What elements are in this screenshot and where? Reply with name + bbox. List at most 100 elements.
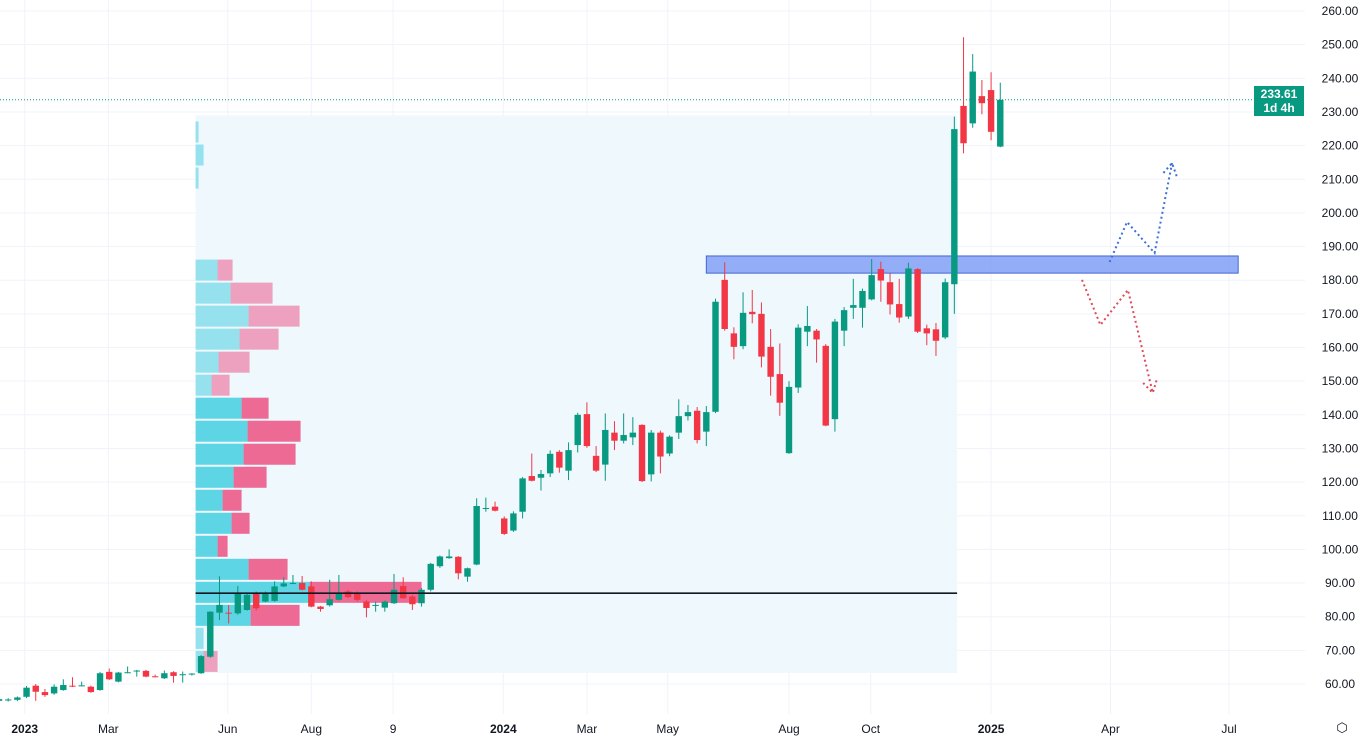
x-tick-label: Jul (1221, 722, 1236, 736)
candle-up (381, 600, 389, 612)
candle-down (69, 677, 76, 688)
candle-body (4, 699, 12, 701)
candle-up (804, 306, 811, 347)
candle-up (519, 477, 526, 519)
candle-down (344, 589, 352, 599)
profile-bar-up (195, 121, 199, 143)
candle-body (675, 416, 682, 433)
candle-body (344, 591, 352, 598)
candle-body (813, 330, 820, 340)
candle-body (207, 611, 214, 657)
profile-bar-down (247, 420, 301, 442)
candle-up (188, 673, 196, 676)
x-tick-label: Oct (861, 722, 880, 736)
candle-body (289, 583, 297, 585)
candle-body (905, 268, 912, 317)
candle-up (574, 412, 581, 453)
candle-body (519, 478, 526, 512)
y-tick-label: 70.00 (1325, 643, 1355, 657)
resistance-zone[interactable] (705, 255, 1239, 274)
candle-body (106, 671, 113, 680)
y-tick-label: 230.00 (1322, 105, 1359, 119)
candle-down (767, 328, 774, 396)
candle-body (932, 329, 940, 341)
candle-up (78, 681, 85, 687)
candle-up (703, 406, 710, 447)
candle-body (730, 333, 738, 347)
candle-body (133, 670, 140, 672)
candle-body (997, 99, 1004, 147)
candle-body (14, 697, 21, 700)
candle-body (620, 434, 627, 441)
candle-up (546, 450, 554, 478)
candle-down (253, 591, 260, 611)
y-tick-label: 220.00 (1322, 139, 1359, 153)
candle-body (822, 345, 829, 426)
profile-bar-down (243, 443, 296, 465)
candle-up (124, 666, 131, 674)
profile-bar-down (211, 374, 230, 396)
candle-up (179, 671, 186, 683)
candle-body (87, 686, 95, 693)
profile-bar-up (195, 397, 242, 419)
candle-down (822, 344, 829, 427)
candle-body (712, 301, 719, 412)
candle-up (161, 670, 168, 679)
candle-body (455, 556, 462, 574)
candle-down (87, 685, 95, 693)
resistance-zone-rect (705, 255, 1239, 274)
candle-body (409, 596, 416, 605)
candle-body (354, 593, 361, 600)
x-tick-label: 2025 (978, 722, 1005, 736)
projection-paths[interactable] (1081, 161, 1178, 395)
profile-bar-down (250, 604, 300, 626)
profile-bar-down (239, 328, 279, 350)
candle-body (501, 518, 508, 534)
candle-up (859, 288, 866, 328)
candle-up (951, 116, 958, 314)
x-tick-label: 9 (390, 722, 397, 736)
candle-body (941, 282, 949, 338)
candle-up (335, 574, 343, 601)
profile-bar-down (241, 397, 269, 419)
candle-body (611, 432, 618, 441)
candle-body (960, 105, 967, 144)
candle-body (399, 586, 407, 599)
candle-body (427, 563, 434, 590)
candle-down (886, 273, 894, 315)
axes: 60.00 70.00 80.00 90.00 100.00 110.00 120.00 13… (11, 4, 1358, 736)
candle-down (749, 289, 756, 324)
candle-body (657, 432, 664, 457)
candle-down (776, 343, 784, 416)
candle-body (60, 685, 67, 691)
profile-bar-up (195, 627, 204, 649)
candle-up (997, 82, 1004, 148)
profile-bar-down (248, 558, 288, 580)
candle-body (96, 673, 104, 691)
candle-down (693, 407, 701, 444)
y-tick-label: 160.00 (1322, 341, 1359, 355)
candle-body (308, 586, 315, 607)
profile-bar-down (233, 466, 267, 488)
gear-hexagon-icon[interactable]: ⬡ (1336, 720, 1348, 735)
candle-up (197, 655, 205, 674)
y-tick-label: 130.00 (1322, 441, 1359, 455)
candle-down (914, 268, 921, 334)
candle-body (0, 699, 3, 701)
candle-up (794, 324, 802, 393)
candle-body (317, 606, 324, 609)
profile-bar-down (248, 305, 300, 327)
candle-down (363, 599, 370, 618)
profile-bar-up (195, 144, 204, 166)
candle-down (611, 421, 618, 451)
candle-down (170, 671, 177, 683)
candle-body (161, 673, 168, 679)
y-tick-label: 110.00 (1322, 509, 1358, 523)
y-tick-label: 200.00 (1322, 206, 1359, 220)
candle-body (298, 583, 306, 590)
candle-body (638, 424, 646, 482)
candle-body (253, 593, 260, 609)
candle-up (785, 381, 793, 454)
profile-bar-up (195, 328, 240, 350)
